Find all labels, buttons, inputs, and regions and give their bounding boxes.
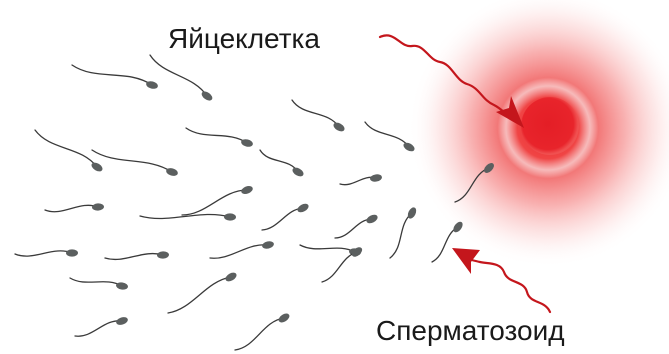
sperm-tail [261,207,304,231]
sperm-head [278,313,290,323]
sperm-pointer-arrow [452,248,552,314]
sperm-head [91,162,103,172]
sperm-head [225,272,237,282]
sperm-tail [291,99,340,128]
sperm-head [297,203,309,213]
sperm-head [146,81,158,89]
sperm-tail [185,127,248,144]
sperm-group [14,54,494,351]
sperm-tail [34,129,98,168]
sperm-head [166,168,178,176]
sperm-tail [234,317,285,351]
sperm-tail [259,149,299,173]
sperm-tail [389,212,413,259]
sperm-head [403,142,415,152]
sperm-head [484,163,494,173]
sperm-head [92,203,104,211]
sperm-head [370,174,382,182]
sperm-tail [14,250,73,257]
sperm-tail [69,277,123,287]
sperm-tail [139,213,231,220]
sperm-head [453,221,463,233]
egg-arrowhead [496,96,524,128]
sperm-head [241,186,253,194]
sperm-tail [91,149,173,173]
sperm-head [407,207,417,219]
sperm-head [366,214,378,224]
sperm-head [241,139,253,147]
sperm-label: Сперматозоид [376,315,565,346]
sperm-head [201,91,213,101]
sperm-head [116,282,128,290]
sperm-tail [431,226,459,263]
sperm-head [333,122,345,132]
sperm-tail [321,251,358,283]
sperm-tail [364,121,410,148]
egg-pointer-arrow [378,34,524,128]
sperm-head [157,251,169,259]
sperm-head [262,241,274,249]
egg-cell [521,97,579,155]
sperm-head [351,247,363,257]
sperm-tail [44,204,99,213]
sperm-tail [71,64,153,86]
sperm-tail [299,244,356,253]
sperm-tail [334,218,373,239]
sperm-arrowhead [452,248,480,274]
sperm-tail [104,253,164,261]
sperm-tail [209,244,269,259]
sperm-tail [74,320,123,337]
sperm-tail [181,189,248,216]
sperm-head [66,249,78,257]
sperm-head [116,317,128,325]
sperm-head [292,167,304,177]
sperm-tail [149,54,208,97]
egg-label: Яйцеклетка [168,23,320,54]
sperm-tail [167,276,232,314]
sperm-head [224,213,236,221]
